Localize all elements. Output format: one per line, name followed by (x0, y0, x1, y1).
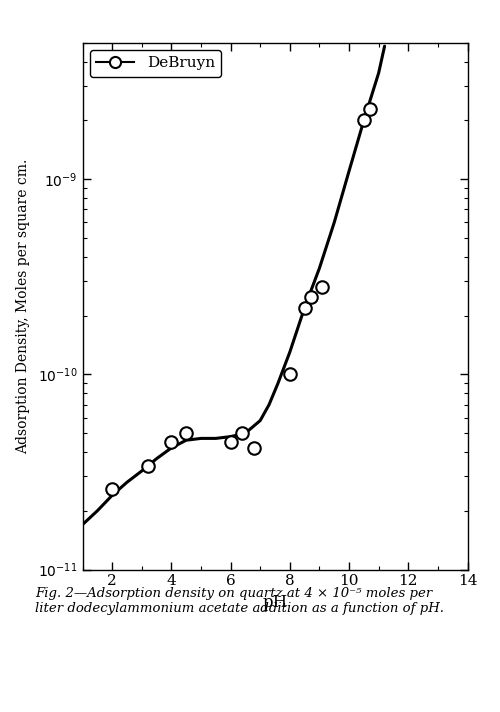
X-axis label: pH: pH (262, 594, 287, 611)
Legend: DeBruyn: DeBruyn (90, 51, 221, 77)
Text: Fig. 2—Adsorption density on quartz at 4 × 10⁻⁵ moles per
liter dodecylammonium : Fig. 2—Adsorption density on quartz at 4… (35, 587, 444, 615)
Y-axis label: Adsorption Density, Moles per square cm.: Adsorption Density, Moles per square cm. (16, 159, 30, 454)
